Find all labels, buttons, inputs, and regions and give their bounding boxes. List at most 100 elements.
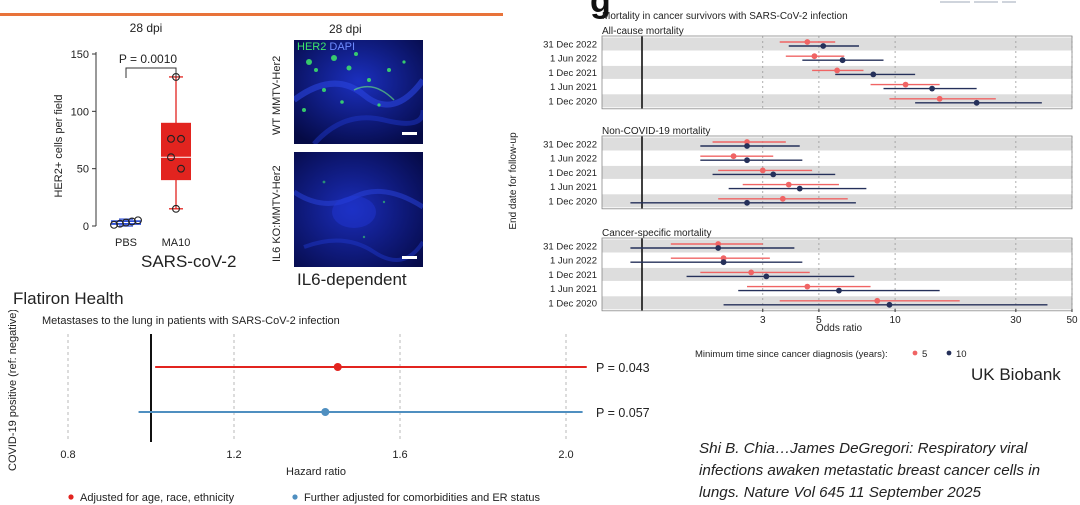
uk-row-band [602,137,1072,151]
uk-point [936,95,943,102]
uk-x-tick-label: 30 [1010,315,1022,326]
citation-text: Shi B. Chia…James DeGregori: Respiratory… [699,440,1041,501]
box-point [177,164,185,173]
flatiron-marks: P = 0.043 P = 0.057 [138,361,650,420]
uk-point [834,67,840,74]
flatiron-ylabel: COVID-19 positive (ref: negative) [7,310,19,471]
box-point [167,153,175,162]
uk-panel-title: Non-COVID-19 mortality [602,126,710,137]
flatiron-x-tick-label: 1.6 [392,449,407,461]
flatiron-xlabel: Hazard ratio [286,466,346,478]
uk-point [836,287,842,294]
uk-point [804,283,811,290]
uk-legend-item-5: 5 [922,349,927,360]
uk-row-label: 31 Dec 2022 [543,242,597,253]
flatiron-legend-blue: Further adjusted for comorbidities and E… [304,492,541,504]
flatiron-x-tick-label: 2.0 [558,449,573,461]
uk-point [715,241,722,247]
image-panel-title: 28 dpi [329,22,362,36]
uk-row-band [602,296,1072,310]
microscopy-image-wt: HER2 DAPI [294,40,423,144]
uk-row-label: 1 Dec 2021 [548,68,597,79]
box-significance-bracket [125,67,177,78]
flatiron-forest-chart: Metastases to the lung in patients with … [7,310,650,504]
image-row-label-ko: IL6 KO:MMTV-Her2 [271,165,283,262]
uk-point [744,199,750,206]
uk-point [929,85,935,92]
flatiron-p-value: P = 0.043 [596,361,650,375]
box-point [167,134,175,143]
uk-row-label: 1 Jun 2022 [550,54,597,65]
uk-row-band [602,194,1072,208]
scale-bar [402,132,417,135]
flatiron-legend-red: Adjusted for age, race, ethnicity [80,492,235,504]
box-y-tick-label: 50 [77,164,89,176]
cropped-letter-g: g [590,0,611,20]
box-point [110,220,118,229]
box-plot-chart: 28 dpi HER2+ cells per field 0 50 100 150 PB… [53,21,191,249]
flatiron-legend-dot-blue [292,494,298,500]
uk-row-band [602,37,1072,51]
box-point [116,219,124,228]
uk-panel-frame [601,35,1073,110]
uk-legend-title: Minimum time since cancer diagnosis (yea… [695,349,888,360]
uk-row-label: 1 Dec 2020 [548,96,597,107]
uk-point [779,195,786,202]
microscopy-texture-ko [294,152,423,267]
uk-row-label: 1 Jun 2021 [550,182,597,193]
uk-point [870,71,877,78]
uk-legend-dot-10 [946,350,952,356]
uk-row-label: 31 Dec 2022 [543,40,597,51]
uk-x-tick-label: 50 [1066,315,1078,326]
uk-row-label: 1 Dec 2020 [548,196,597,207]
uk-row-band [602,267,1072,281]
uk-panel-title: Cancer-specific mortality [602,228,711,239]
uk-row-band [602,239,1072,253]
uk-point [785,181,792,188]
uk-x-tick-label: 3 [760,315,766,326]
uk-x-tick-label: 5 [816,315,822,326]
uk-panel-title: All-cause mortality [602,26,684,37]
uk-row-label: 1 Dec 2020 [548,298,597,309]
uk-chart-ylabel: End date for follow-up [508,132,519,230]
uk-point [715,245,722,251]
box-plot-caption: SARS-coV-2 [141,252,237,271]
uk-row-band [602,165,1072,179]
flatiron-estimate-point [321,408,330,416]
flatiron-estimate-point [333,363,342,371]
uk-row-label: 1 Jun 2021 [550,82,597,93]
uk-point [744,157,750,164]
flatiron-x-tick-label: 0.8 [60,449,75,461]
uk-point [748,269,755,276]
box-y-tick-label: 0 [83,221,89,233]
flatiron-legend-dot-red [68,494,74,500]
box-point [172,204,180,213]
scale-bar-ko [402,256,417,259]
uk-chart-xlabel: Odds ratio [816,323,863,334]
box-point [128,217,136,226]
uk-biobank-source-label: UK Biobank [971,365,1061,384]
uk-legend-item-10: 10 [956,349,967,360]
box-point [177,134,185,143]
box-x-tick-label: PBS [115,237,137,249]
uk-axis: 3 5 10 30 50 [760,309,1078,326]
flatiron-p-value: P = 0.057 [596,406,650,420]
orange-header-rule [0,13,503,16]
uk-point [874,297,881,304]
box-plot-title: 28 dpi [130,21,163,35]
uk-biobank-forest-chart: Mortality in cancer survivors with SARS-… [508,11,1078,360]
uk-point [720,259,727,266]
uk-row-label: 1 Jun 2021 [550,284,597,295]
uk-row-label: 1 Dec 2021 [548,168,597,179]
uk-point [763,273,770,280]
flatiron-title: Metastases to the lung in patients with … [42,315,340,327]
uk-point [744,139,750,145]
legend-her2: HER2 [297,41,327,53]
uk-chart-title: Mortality in cancer survivors with SARS-… [602,11,848,22]
uk-point [886,301,893,308]
uk-point [804,39,811,45]
uk-point [720,255,727,262]
uk-row-label: 1 Dec 2021 [548,270,597,281]
image-row-label-wt: WT MMTV-Her2 [271,55,283,135]
flatiron-x-tick-label: 1.2 [226,449,241,461]
